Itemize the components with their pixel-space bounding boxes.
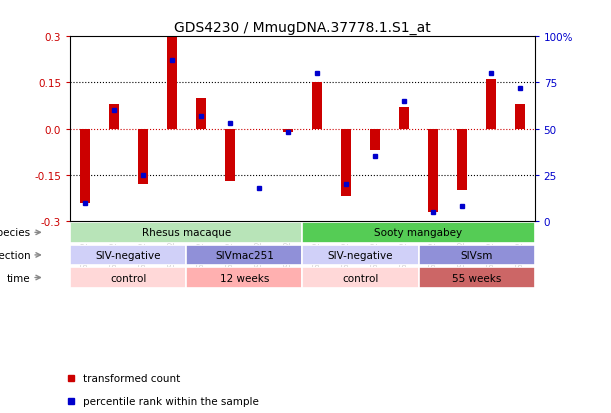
Title: GDS4230 / MmugDNA.37778.1.S1_at: GDS4230 / MmugDNA.37778.1.S1_at: [174, 21, 431, 35]
Text: infection: infection: [0, 250, 31, 260]
Bar: [515, 105, 525, 129]
Bar: [137, 129, 148, 185]
Text: SIVsm: SIVsm: [461, 250, 492, 260]
Text: 12 weeks: 12 weeks: [220, 273, 269, 283]
Bar: [70, 268, 186, 288]
Bar: [486, 80, 496, 129]
Bar: [312, 83, 322, 129]
Bar: [225, 129, 235, 182]
Bar: [370, 129, 380, 151]
Bar: [341, 129, 351, 197]
Text: SIVmac251: SIVmac251: [215, 250, 274, 260]
Bar: [302, 268, 419, 288]
Bar: [428, 129, 438, 212]
Bar: [457, 129, 467, 191]
Text: control: control: [110, 273, 147, 283]
Text: percentile rank within the sample: percentile rank within the sample: [83, 396, 259, 406]
Bar: [109, 105, 119, 129]
Bar: [79, 129, 90, 203]
Text: time: time: [7, 273, 31, 283]
Text: control: control: [342, 273, 379, 283]
Text: transformed count: transformed count: [83, 373, 180, 383]
Bar: [419, 268, 535, 288]
Bar: [302, 245, 419, 266]
Text: Rhesus macaque: Rhesus macaque: [142, 228, 231, 238]
Bar: [419, 245, 535, 266]
Bar: [186, 268, 302, 288]
Bar: [167, 37, 177, 129]
Bar: [70, 223, 302, 243]
Text: SIV-negative: SIV-negative: [95, 250, 161, 260]
Text: 55 weeks: 55 weeks: [452, 273, 501, 283]
Bar: [70, 245, 186, 266]
Text: SIV-negative: SIV-negative: [327, 250, 393, 260]
Bar: [399, 108, 409, 129]
Bar: [302, 223, 535, 243]
Bar: [283, 129, 293, 133]
Text: Sooty mangabey: Sooty mangabey: [375, 228, 463, 238]
Bar: [186, 245, 302, 266]
Text: species: species: [0, 228, 31, 238]
Bar: [196, 99, 206, 129]
